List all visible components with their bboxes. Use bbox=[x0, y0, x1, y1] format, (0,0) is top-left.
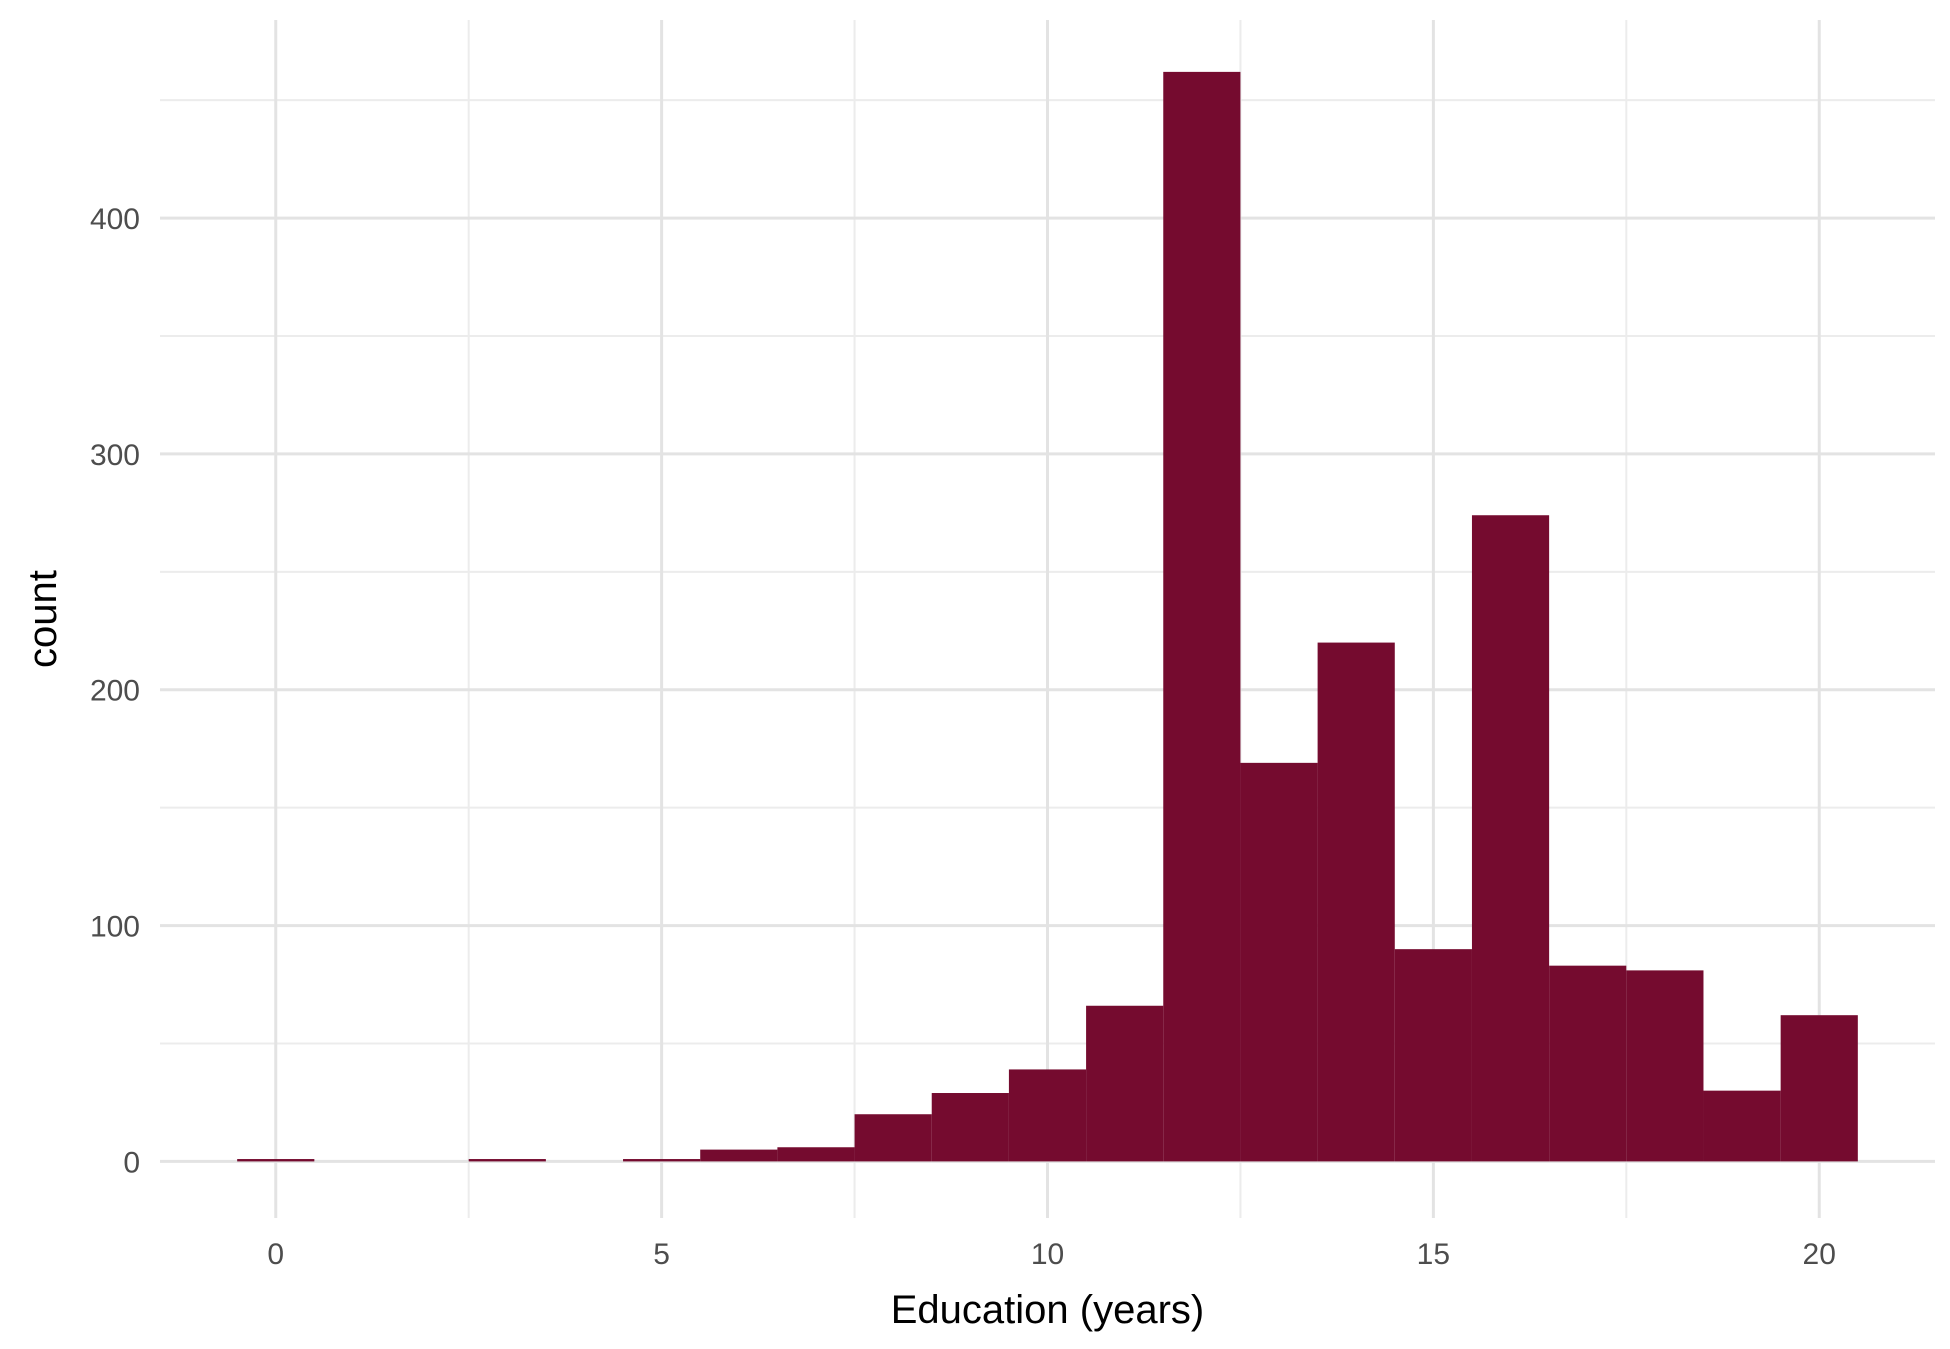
histogram-bar bbox=[700, 1149, 778, 1162]
x-tick-label: 0 bbox=[267, 1238, 284, 1271]
histogram-bar bbox=[1086, 1005, 1164, 1162]
histogram-bar bbox=[468, 1159, 546, 1162]
y-tick-label: 200 bbox=[90, 675, 140, 708]
histogram-bar bbox=[1317, 642, 1395, 1162]
x-axis-title: Education (years) bbox=[891, 1288, 1204, 1332]
histogram-bar bbox=[854, 1114, 932, 1162]
y-tick-label: 0 bbox=[123, 1146, 140, 1179]
histogram-bar bbox=[1008, 1069, 1087, 1162]
histogram-bar bbox=[1240, 762, 1318, 1162]
histogram-bar bbox=[1471, 515, 1550, 1162]
y-tick-label: 100 bbox=[90, 911, 140, 944]
histogram-bar bbox=[1394, 949, 1472, 1162]
bars bbox=[237, 71, 1858, 1162]
histogram-bar bbox=[237, 1159, 315, 1162]
x-tick-label: 10 bbox=[1031, 1238, 1064, 1271]
y-tick-label: 400 bbox=[90, 203, 140, 236]
histogram-bar bbox=[1626, 970, 1704, 1162]
histogram-bar bbox=[1549, 965, 1627, 1162]
y-tick-label: 300 bbox=[90, 439, 140, 472]
histogram-bar bbox=[1163, 71, 1241, 1162]
histogram-bar bbox=[1703, 1090, 1781, 1162]
y-axis-title: count bbox=[21, 570, 65, 668]
x-tick-label: 20 bbox=[1803, 1238, 1836, 1271]
histogram-bar bbox=[931, 1093, 1009, 1162]
histogram-bar bbox=[1780, 1015, 1858, 1162]
histogram-bar bbox=[777, 1147, 855, 1162]
x-tick-label: 15 bbox=[1417, 1238, 1450, 1271]
histogram-bar bbox=[623, 1159, 701, 1162]
x-tick-label: 5 bbox=[653, 1238, 670, 1271]
